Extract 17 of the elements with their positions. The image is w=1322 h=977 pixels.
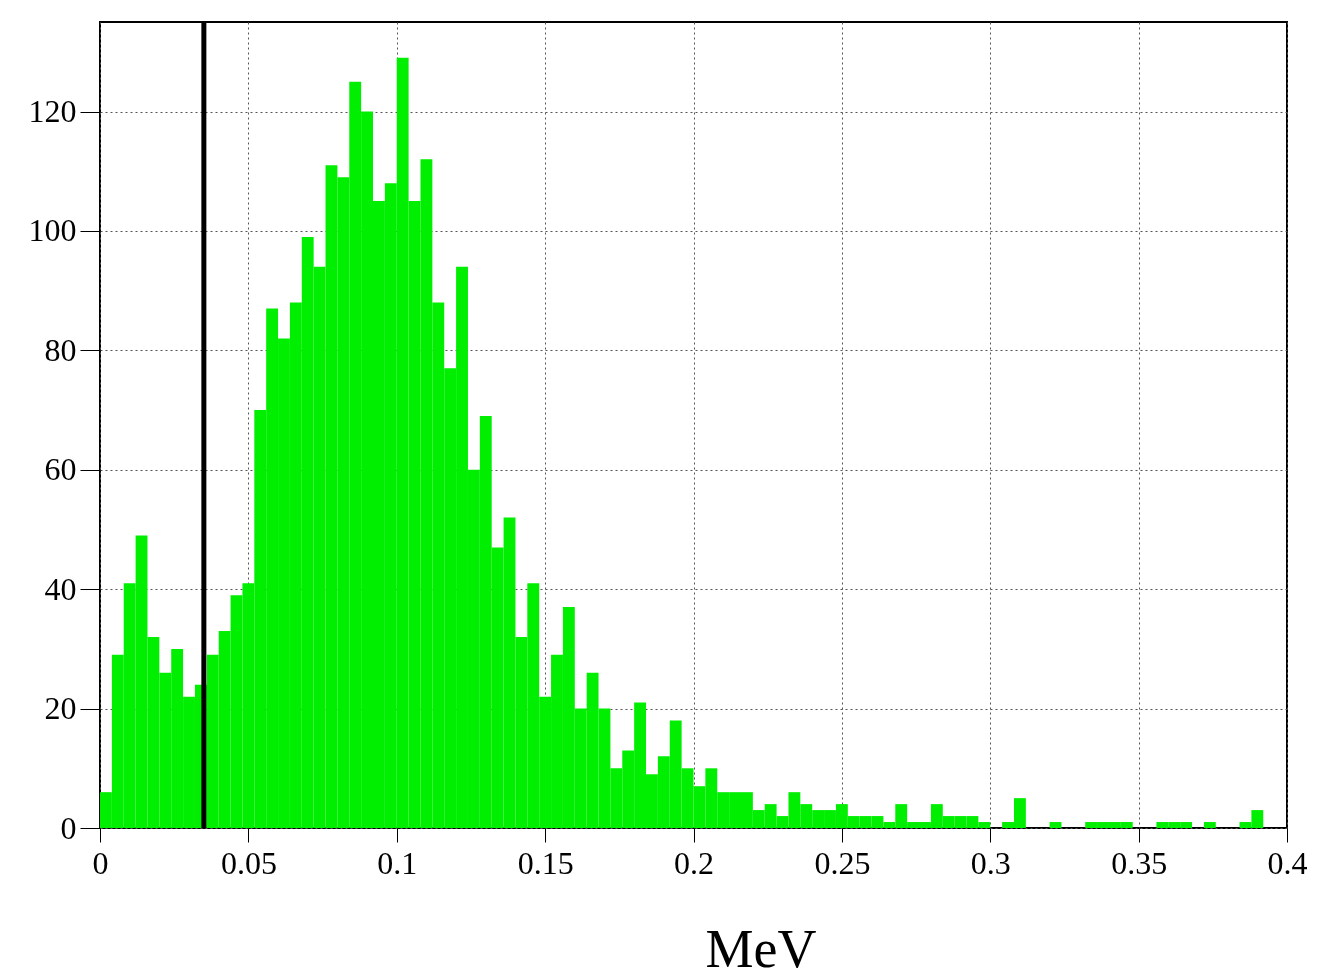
y-tick-label: 20 [44,690,77,727]
y-tick-label: 80 [44,331,77,368]
x-tick-label: 0.05 [220,844,277,881]
y-tick-label: 0 [60,809,77,846]
x-tick-label: 0.4 [1267,844,1308,881]
x-tick-label: 0.35 [1111,844,1168,881]
x-tick-label: 0.2 [674,844,714,881]
x-tick-label: 0.1 [377,844,418,881]
y-tick-label: 100 [28,212,77,249]
x-axis-title: MeV [705,918,817,977]
x-tick-label: 0.3 [970,844,1011,881]
x-tick-label: 0 [92,844,109,881]
y-tick-label: 40 [44,570,77,607]
x-tick-label: 0.15 [517,844,574,881]
y-tick-label: 120 [28,93,77,130]
y-tick-label: 60 [44,451,77,488]
x-tick-label: 0.25 [814,844,871,881]
